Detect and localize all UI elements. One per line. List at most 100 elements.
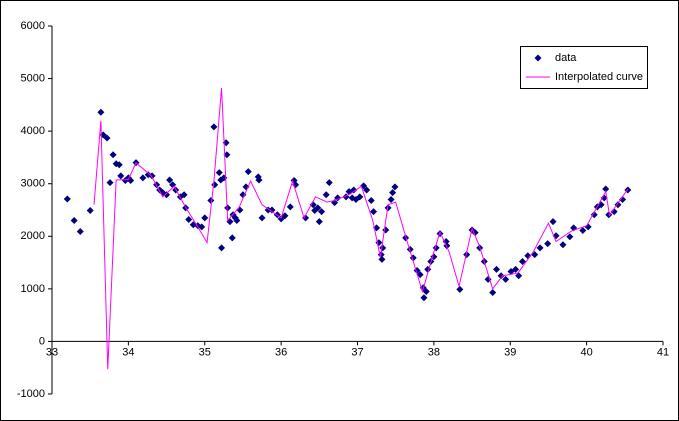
data-point [210, 123, 218, 131]
data-point [602, 185, 610, 193]
data-point [139, 174, 147, 182]
data-point [109, 151, 117, 159]
data-point [489, 289, 497, 297]
data-point [512, 265, 520, 273]
legend-box [520, 46, 648, 89]
data-point [286, 203, 294, 211]
x-tick-label: 36 [275, 346, 287, 358]
data-point [619, 195, 627, 203]
data-point [315, 218, 323, 226]
data-point [406, 245, 414, 253]
data-point [97, 108, 105, 116]
data-point [559, 241, 567, 249]
y-tick-label: 0 [39, 335, 45, 347]
legend-label: data [555, 52, 577, 64]
y-tick-label: 1000 [21, 283, 45, 295]
data-point [180, 191, 188, 199]
data-point [185, 215, 193, 223]
data-point [239, 191, 247, 199]
data-point [76, 228, 84, 236]
data-point [536, 244, 544, 252]
data-point [215, 169, 223, 177]
data-point [544, 240, 552, 248]
y-tick-label: 2000 [21, 230, 45, 242]
x-tick-label: 39 [504, 346, 516, 358]
data-point [378, 255, 386, 263]
data-point [207, 197, 215, 205]
x-tick-label: 33 [46, 346, 58, 358]
data-point [322, 191, 330, 199]
data-point [566, 233, 574, 241]
data-point [497, 272, 505, 280]
data-point [416, 271, 424, 279]
data-point [610, 208, 618, 216]
data-point [106, 179, 114, 187]
data-point [391, 183, 399, 191]
data-point [127, 177, 135, 185]
y-tick-label: 5000 [21, 72, 45, 84]
data-point [121, 177, 129, 185]
data-point [70, 217, 78, 225]
data-point [268, 206, 276, 214]
data-point [584, 223, 592, 231]
data-point [370, 208, 378, 216]
data-point [201, 214, 209, 222]
data-point [255, 176, 263, 184]
y-tick-label: -1000 [17, 388, 45, 400]
data-point [350, 186, 358, 194]
data-point [228, 234, 236, 242]
curve-line [93, 87, 629, 370]
data-point [198, 223, 206, 231]
data-point [579, 227, 587, 235]
data-point [379, 244, 387, 252]
data-point [86, 207, 94, 215]
data-point [549, 218, 557, 226]
data-point [387, 195, 395, 203]
x-tick-label: 38 [428, 346, 440, 358]
data-point [318, 208, 326, 216]
data-point [502, 275, 510, 283]
data-point [422, 287, 430, 295]
x-tick-label: 41 [657, 346, 669, 358]
data-point [244, 168, 252, 176]
data-point [463, 251, 471, 259]
data-point [103, 134, 111, 142]
data-point [590, 211, 598, 219]
data-point [524, 252, 532, 260]
data-point [163, 191, 171, 199]
data-point [389, 189, 397, 197]
legend-label: Interpolated curve [555, 71, 643, 83]
data-point [600, 194, 608, 202]
data-point [148, 172, 156, 180]
data-point [63, 195, 71, 203]
data-point [518, 258, 526, 266]
data-point [218, 244, 226, 252]
data-point [314, 204, 322, 212]
data-point [356, 193, 364, 201]
data-point [325, 179, 333, 187]
data-point [117, 172, 125, 180]
data-point [115, 161, 123, 169]
y-tick-label: 6000 [21, 20, 45, 32]
x-tick-label: 37 [351, 346, 363, 358]
y-tick-label: 4000 [21, 125, 45, 137]
data-point [166, 176, 174, 184]
data-point [515, 272, 523, 280]
x-tick-label: 35 [199, 346, 211, 358]
data-point [281, 212, 289, 220]
data-point [456, 285, 464, 293]
data-point [367, 197, 375, 205]
data-point [493, 265, 501, 273]
y-tick-label: 3000 [21, 178, 45, 190]
data-point [420, 294, 428, 302]
legend-marker [534, 54, 542, 62]
data-point [224, 204, 232, 212]
x-tick-label: 34 [122, 346, 134, 358]
x-tick-label: 40 [581, 346, 593, 358]
legend: data Interpolated curve [520, 46, 648, 89]
data-point [363, 186, 371, 194]
data-point [309, 201, 317, 209]
data-point [258, 214, 266, 222]
